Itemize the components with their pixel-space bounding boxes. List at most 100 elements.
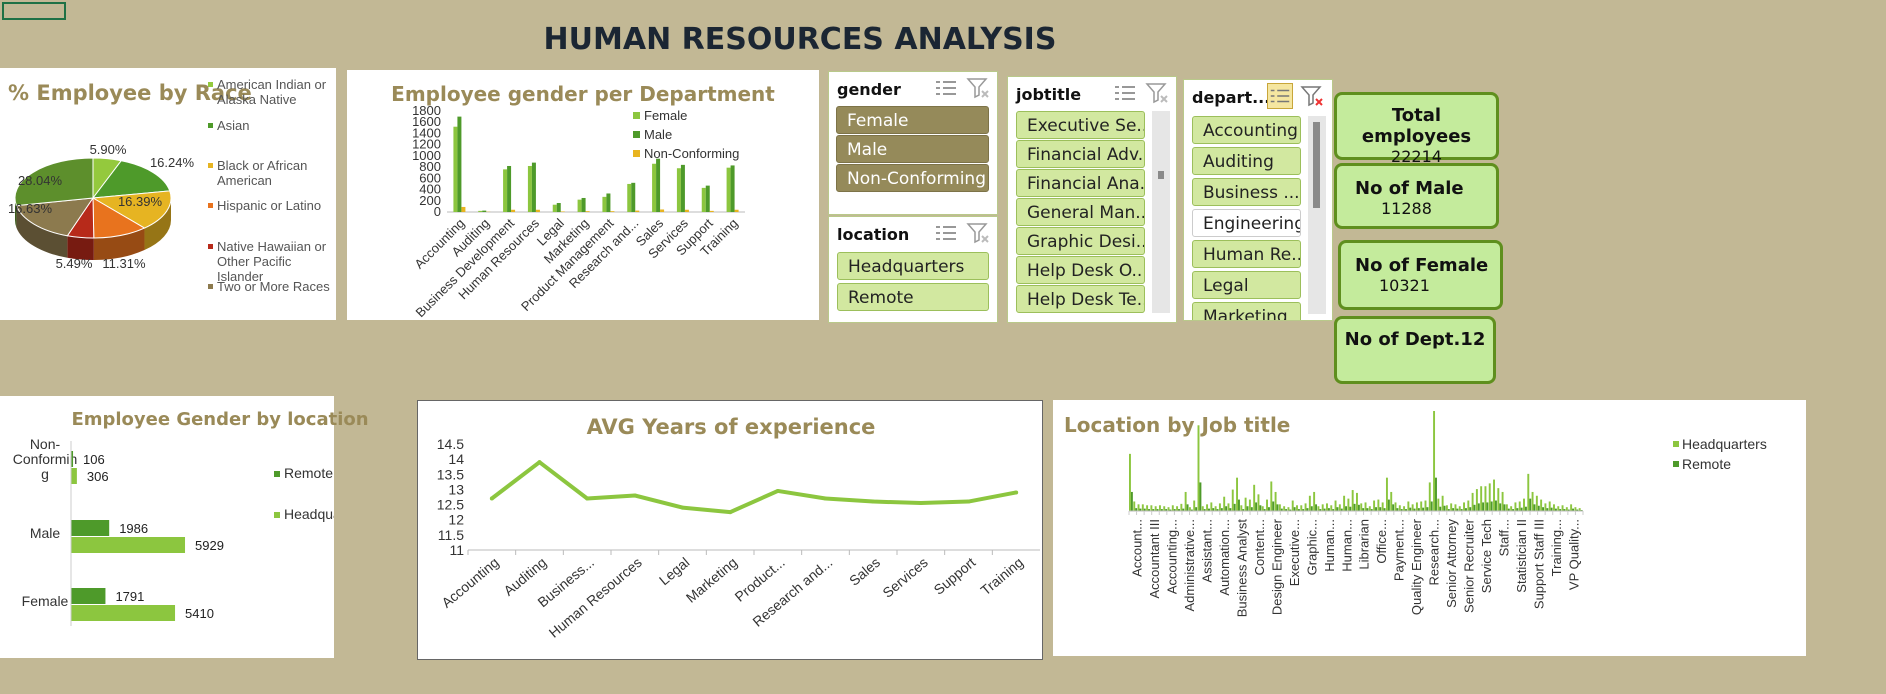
jobtitle-scrollbar[interactable] [1152, 111, 1170, 313]
y-tick-label: 600 [419, 170, 441, 185]
department-item[interactable]: Auditing [1192, 147, 1301, 175]
gender-slicer[interactable]: gender Female Male Non-Conforming [828, 71, 998, 215]
jobtitle-item[interactable]: Financial Ana... [1016, 169, 1145, 197]
multi-select-icon[interactable] [1267, 83, 1293, 109]
clear-filter-icon[interactable] [965, 221, 991, 245]
selected-cell[interactable] [2, 2, 66, 20]
y-tick-label: 800 [419, 159, 441, 174]
bar-remote [1293, 507, 1296, 511]
scroll-thumb[interactable] [1158, 171, 1164, 179]
clear-filter-icon[interactable] [1299, 84, 1325, 108]
bar-headquarters [1291, 500, 1294, 511]
bar-remote [1460, 509, 1463, 511]
location-chart-panel[interactable]: Employee Gender by location Non- Conformi… [0, 396, 369, 658]
x-tick-label: Accountant III [1147, 519, 1162, 599]
legend-label: Headquarters [284, 506, 334, 522]
gender-item-female[interactable]: Female [836, 106, 989, 134]
legend-label: Black or African [217, 158, 307, 173]
location-item-remote[interactable]: Remote [837, 283, 989, 311]
multi-select-icon[interactable] [933, 76, 959, 100]
bar-headquarters [1133, 501, 1136, 511]
department-item[interactable]: Human Re... [1192, 240, 1301, 268]
scroll-thumb[interactable] [1313, 122, 1320, 208]
bar-female [627, 183, 632, 212]
gender-item-non-conforming[interactable]: Non-Conforming [836, 164, 989, 192]
bar-female [527, 165, 532, 212]
bar-male [581, 197, 586, 212]
bar-headquarters [1304, 503, 1307, 511]
experience-chart-panel[interactable]: AVG Years of experience 14.5 14 13.5 13 12.5… [417, 400, 1043, 660]
race-chart-panel[interactable]: % Employee by Race 5.90% 16.24% 16.39% 11.3… [0, 68, 336, 320]
bar-remote [1315, 504, 1318, 511]
x-tick-label: Sales [846, 554, 883, 589]
jobtitle-item[interactable]: General Man... [1016, 198, 1145, 226]
y-tick-label: 12.5 [437, 497, 464, 513]
bar-male [507, 165, 512, 212]
jobtitle-item[interactable]: Graphic Desi... [1016, 227, 1145, 255]
bar-remote [1400, 509, 1403, 511]
bar-headquarters [1424, 500, 1427, 511]
bar-headquarters [1407, 501, 1410, 511]
location-item-headquarters[interactable]: Headquarters [837, 252, 989, 280]
department-item[interactable]: Legal [1192, 271, 1301, 299]
legend-label: Remote [284, 465, 333, 481]
bar-remote [1422, 507, 1425, 511]
department-slicer[interactable]: depart... Accounting Auditing Business .… [1183, 79, 1333, 321]
bar-headquarters [1518, 501, 1521, 511]
x-tick-label: Payment... [1392, 519, 1407, 581]
legend-swatch [274, 512, 280, 518]
bar-headquarters [1480, 486, 1483, 511]
category-label: Female [22, 593, 69, 609]
jobtitle-chart-panel[interactable]: Location by Job title Account... Accounta… [1053, 400, 1806, 656]
jobtitle-slicer[interactable]: jobtitle Executive Se... Financial Adv..… [1007, 76, 1177, 323]
kpi-female: No of Female 10321 [1338, 240, 1503, 310]
series-line [490, 460, 1017, 515]
data-point [489, 496, 494, 501]
department-scrollbar[interactable] [1308, 116, 1326, 314]
bar-remote [1375, 507, 1377, 511]
location-slicer[interactable]: location Headquarters Remote [828, 216, 998, 323]
bar-remote [71, 451, 74, 467]
bar-headquarters [1574, 507, 1577, 511]
bar-headquarters [1218, 503, 1221, 511]
data-point [680, 505, 685, 510]
gender-item-male[interactable]: Male [836, 135, 989, 163]
clear-filter-icon[interactable] [965, 76, 991, 100]
bar-headquarters [1428, 482, 1431, 511]
bar-non-conforming [511, 209, 516, 212]
bar-remote [1439, 506, 1442, 511]
department-item[interactable]: Engineering [1192, 209, 1301, 237]
bar-headquarters [1475, 489, 1478, 511]
jobtitle-item[interactable]: Financial Adv... [1016, 140, 1145, 168]
bar-remote [1379, 507, 1382, 511]
department-item[interactable]: Accounting [1192, 116, 1301, 144]
bar-headquarters [1373, 500, 1376, 511]
department-item[interactable]: Business ... [1192, 178, 1301, 206]
bar-headquarters [1248, 499, 1251, 511]
bar-remote [1452, 508, 1455, 511]
bar-headquarters [1201, 506, 1204, 511]
x-tick-label: Service Tech [1479, 519, 1494, 593]
jobtitle-item[interactable]: Help Desk O... [1016, 256, 1145, 284]
jobtitle-item[interactable]: Help Desk Te... [1016, 285, 1145, 313]
dept-chart-panel[interactable]: Employee gender per Department 1800 1600 1… [347, 70, 819, 320]
bar-male [680, 164, 685, 212]
bar-remote [1516, 508, 1519, 511]
bar-remote [1139, 508, 1142, 511]
bar-headquarters [1394, 502, 1397, 511]
bar-remote [1220, 508, 1223, 511]
bar-headquarters [1270, 481, 1273, 511]
bar-headquarters [1163, 506, 1166, 511]
legend-swatch [208, 284, 213, 289]
bar-remote [1409, 507, 1412, 511]
bar-headquarters [1360, 503, 1363, 511]
category-label: Conformin [13, 451, 78, 467]
jobtitle-item[interactable]: Executive Se... [1016, 111, 1145, 139]
department-item[interactable]: Marketing [1192, 302, 1301, 320]
bar-non-conforming [585, 211, 590, 212]
multi-select-icon[interactable] [1112, 81, 1138, 105]
multi-select-icon[interactable] [933, 221, 959, 245]
clear-filter-icon[interactable] [1144, 81, 1170, 105]
pie-slice [91, 190, 172, 229]
bar-remote [1195, 507, 1198, 511]
